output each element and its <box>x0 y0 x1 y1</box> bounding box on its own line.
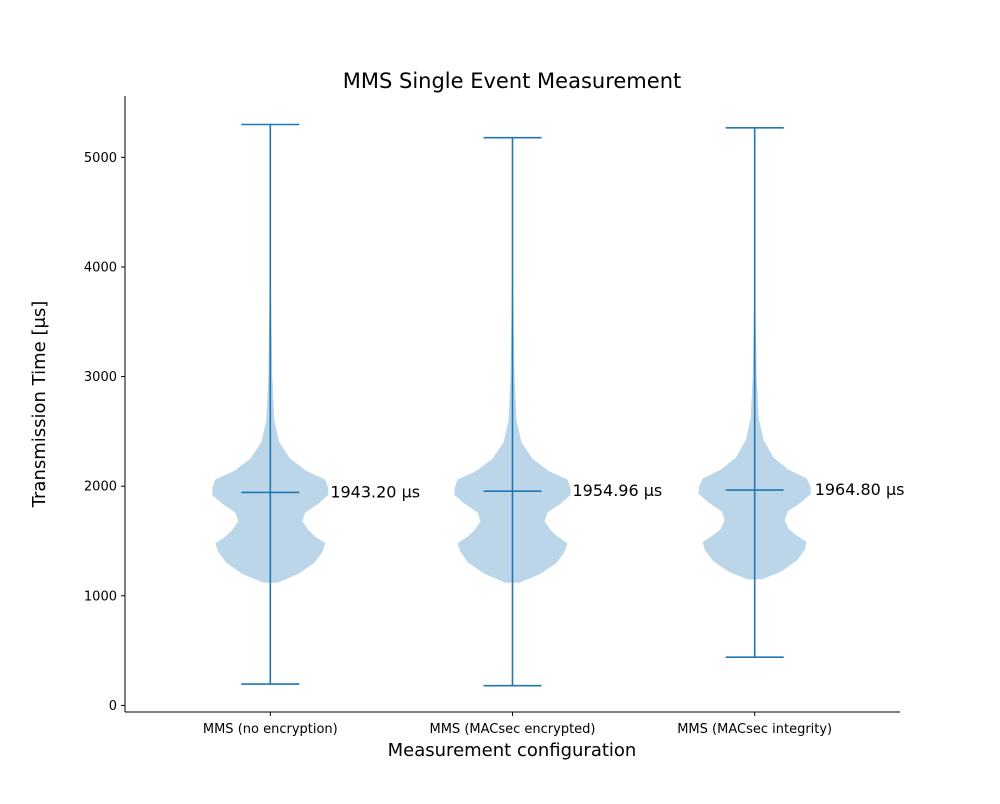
y-axis-label: Transmission Time [μs] <box>29 301 50 509</box>
mean-data-label: 1954.96 μs <box>573 481 663 500</box>
x-axis-label: Measurement configuration <box>388 740 637 761</box>
x-tick-label: MMS (MACsec encrypted) <box>430 722 596 737</box>
y-tick-label: 0 <box>109 699 117 714</box>
plot-area: 1943.20 μs 1954.96 μs 1964.80 μs <box>212 123 905 687</box>
y-tick-label: 3000 <box>84 370 117 385</box>
chart-title: MMS Single Event Measurement <box>343 69 681 93</box>
y-tick-label: 1000 <box>84 589 117 604</box>
mean-data-label: 1943.20 μs <box>330 482 420 501</box>
y-tick-label: 4000 <box>84 260 117 275</box>
x-tick-label: MMS (no encryption) <box>203 722 338 737</box>
mean-data-label: 1964.80 μs <box>815 480 905 499</box>
y-tick-label: 5000 <box>84 151 117 166</box>
x-tick-label: MMS (MACsec integrity) <box>677 722 832 737</box>
y-tick-label: 2000 <box>84 480 117 495</box>
